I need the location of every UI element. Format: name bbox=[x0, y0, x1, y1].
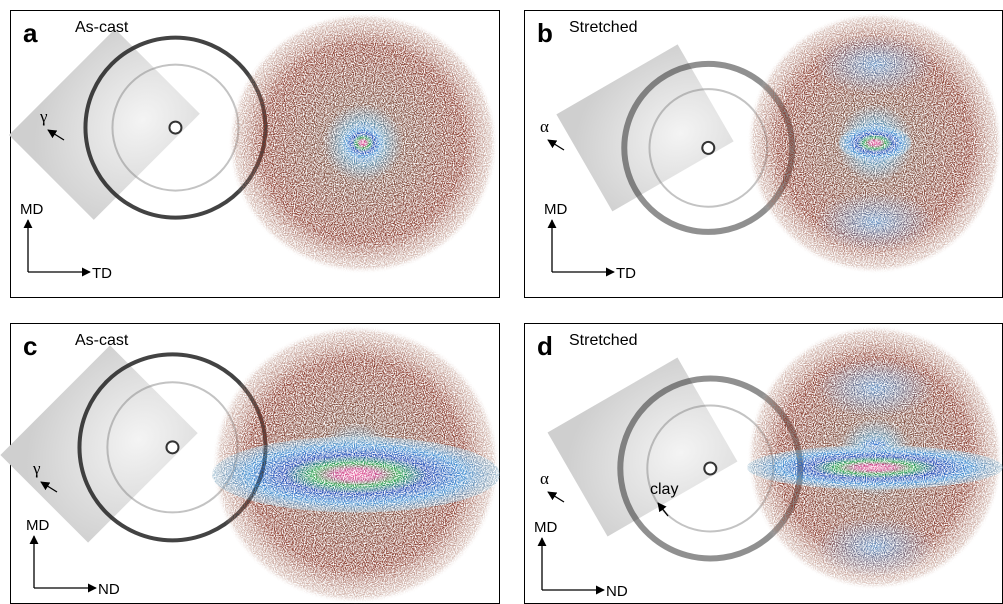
phase-label: α bbox=[540, 469, 549, 488]
clay-arrow bbox=[658, 503, 668, 516]
waxd-background bbox=[556, 44, 733, 211]
panel-letter: a bbox=[23, 18, 38, 48]
axis-label: MD bbox=[534, 519, 557, 536]
phase-arrow bbox=[548, 492, 564, 502]
panel: a As-cast γ MD TD bbox=[9, 0, 500, 297]
phase-arrow bbox=[548, 140, 564, 150]
figure: a As-cast γ MD TD b Stretched α MD TD c As-cast γ MD N… bbox=[0, 0, 1003, 604]
panel-letter: b bbox=[537, 18, 553, 48]
condition-label: As-cast bbox=[75, 332, 129, 349]
saxs-pattern bbox=[212, 325, 500, 604]
axis-label: MD bbox=[20, 201, 43, 218]
saxs-lobe bbox=[815, 358, 935, 418]
condition-label: Stretched bbox=[569, 19, 637, 36]
phase-label: γ bbox=[39, 107, 48, 126]
axis-label: MD bbox=[26, 517, 49, 534]
saxs-pattern bbox=[228, 12, 498, 274]
panel: c As-cast γ MD ND bbox=[0, 299, 500, 604]
saxs-lobe bbox=[815, 517, 935, 577]
panel: d Stretched α clay MD ND bbox=[525, 324, 1003, 604]
axis-label: ND bbox=[606, 583, 628, 600]
panel-letter: c bbox=[23, 331, 37, 361]
clay-label: clay bbox=[650, 481, 678, 498]
axis-label: MD bbox=[544, 201, 567, 218]
saxs-pattern bbox=[747, 12, 1003, 274]
saxs-center bbox=[341, 125, 385, 161]
saxs-center bbox=[839, 125, 911, 161]
condition-label: Stretched bbox=[569, 332, 637, 349]
axis-label: ND bbox=[98, 581, 120, 598]
saxs-streak bbox=[747, 446, 1003, 490]
saxs-lobe bbox=[815, 192, 935, 252]
saxs-streak bbox=[212, 437, 500, 513]
panel: b Stretched α MD TD bbox=[525, 11, 1003, 298]
panel-letter: d bbox=[537, 331, 553, 361]
axis-label: TD bbox=[92, 265, 112, 282]
phase-label: α bbox=[540, 117, 549, 136]
condition-label: As-cast bbox=[75, 19, 129, 36]
saxs-lobe bbox=[815, 34, 935, 94]
phase-label: γ bbox=[32, 459, 41, 478]
saxs-pattern bbox=[747, 325, 1003, 590]
axis-label: TD bbox=[616, 265, 636, 282]
waxd-background bbox=[548, 358, 738, 537]
